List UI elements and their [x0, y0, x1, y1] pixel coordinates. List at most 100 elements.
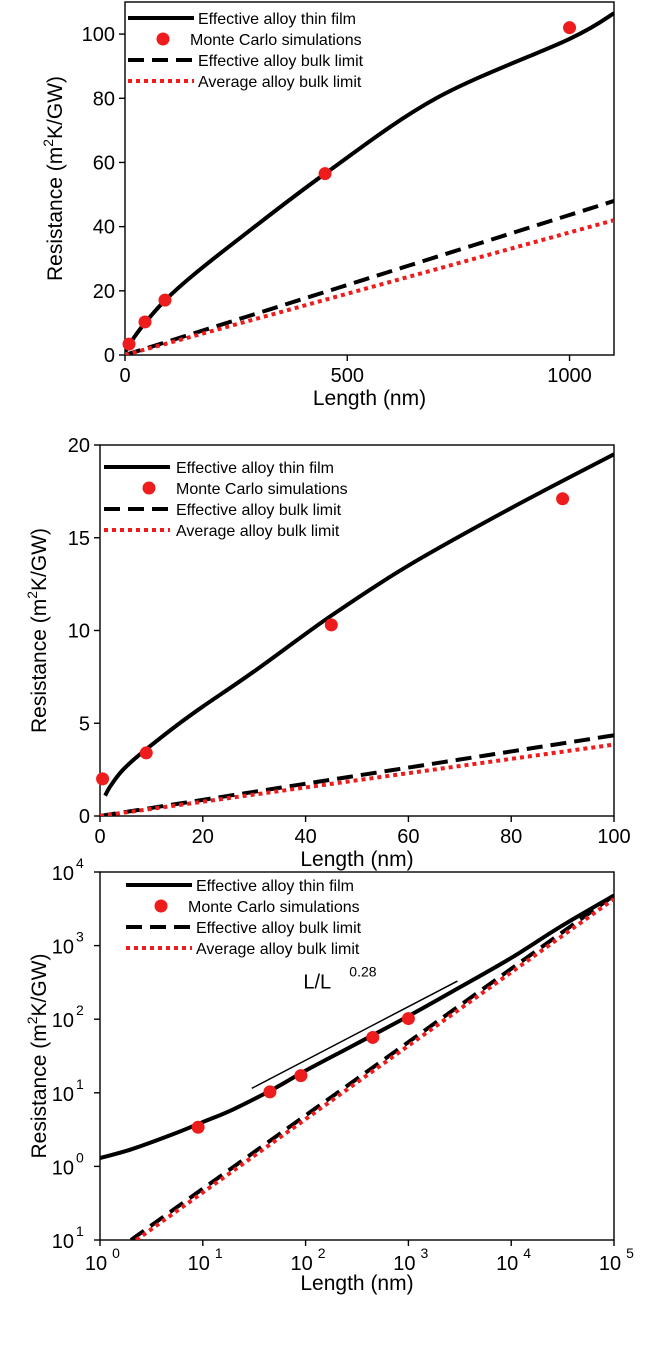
monte-carlo-point [366, 1030, 380, 1044]
legend-entry: Average alloy bulk limit [126, 941, 360, 958]
legend-marker [142, 481, 156, 495]
legend-label: Effective alloy thin film [176, 460, 334, 477]
x-tick-label: 0 [119, 365, 130, 387]
plot-frame [99, 871, 615, 1241]
x-tick-exponent: 2 [318, 1245, 326, 1261]
y-tick-label: 15 [68, 528, 90, 550]
legend-label: Average alloy bulk limit [176, 523, 340, 540]
x-tick-label: 100 [597, 826, 630, 848]
y-tick-label: 20 [68, 435, 90, 457]
monte-carlo-point [318, 167, 332, 181]
legend-label: Average alloy bulk limit [196, 941, 360, 958]
legend-entry: Effective alloy thin film [104, 460, 334, 477]
y-axis-title-main: Resistance (m [44, 147, 67, 281]
monte-carlo-point [191, 1120, 205, 1134]
legend-label: Effective alloy thin film [196, 878, 354, 895]
legend-label: Effective alloy bulk limit [176, 502, 342, 519]
y-tick-label: 80 [93, 88, 115, 110]
average-bulk-line [135, 897, 614, 1240]
x-tick-label: 10 [496, 1253, 518, 1275]
legend-label: Monte Carlo simulations [188, 899, 360, 916]
x-tick-label: 500 [331, 365, 364, 387]
plot-frame [99, 444, 615, 817]
monte-carlo-point [158, 293, 172, 307]
legend-label: Effective alloy bulk limit [198, 53, 364, 70]
monte-carlo-point [401, 1012, 415, 1026]
y-tick-label: 10 [52, 1010, 74, 1032]
y-tick-label: 60 [93, 152, 115, 174]
chart-panel-1: 0 500 1000 0 20 40 60 80 100 Length (nm) Resistanc… [40, 1, 615, 410]
x-tick-label: 0 [94, 826, 105, 848]
average-bulk-line [100, 742, 614, 816]
y-axis-title: Resistance (m2K/GW) [24, 528, 51, 733]
x-axis-title: Length (nm) [300, 1272, 413, 1295]
plot-area [100, 893, 614, 1240]
y-tick-label: 10 [52, 1231, 74, 1253]
x-tick-label: 80 [500, 826, 522, 848]
effective-bulk-line [125, 199, 614, 355]
thin-film-curve [103, 452, 614, 797]
x-tick-label: 10 [393, 1253, 415, 1275]
legend-entry: Effective alloy thin film [128, 11, 356, 28]
y-tick-label: 0 [104, 345, 115, 367]
legend-entry: Effective alloy bulk limit [126, 920, 362, 937]
x-tick-label: 10 [290, 1253, 312, 1275]
y-axis-title: Resistance (m2K/GW) [24, 954, 51, 1159]
x-tick-label: 10 [188, 1253, 210, 1275]
y-tick-exponent: 2 [76, 1002, 84, 1018]
y-axis-title-main: Resistance (m [28, 1024, 51, 1158]
y-tick-label: 10 [52, 1157, 74, 1179]
x-tick-label: 1000 [547, 365, 592, 387]
monte-carlo-point [138, 315, 152, 329]
x-tick-label: 10 [85, 1253, 107, 1275]
legend-entry: Monte Carlo simulations [156, 32, 362, 49]
y-tick-label: 100 [82, 24, 115, 46]
legend-entry: Average alloy bulk limit [128, 74, 362, 91]
y-tick-exponent: 1 [76, 1076, 84, 1092]
x-tick-exponent: 0 [112, 1245, 120, 1261]
y-tick-label: 10 [68, 621, 90, 643]
legend-label: Effective alloy thin film [198, 11, 356, 28]
x-tick-label: 60 [397, 826, 419, 848]
monte-carlo-point [263, 1085, 277, 1099]
x-tick-exponent: 4 [523, 1245, 531, 1261]
legend-label: Monte Carlo simulations [190, 32, 362, 49]
x-tick-label: 20 [192, 826, 214, 848]
y-axis-title: Resistance (m2K/GW) [40, 76, 67, 281]
legend-label: Average alloy bulk limit [198, 74, 362, 91]
y-tick-label: 10 [52, 1084, 74, 1106]
y-axis-title-superscript: 2 [40, 139, 56, 147]
thin-film-curve [100, 893, 614, 1160]
monte-carlo-point [563, 21, 577, 35]
x-tick-exponent: 5 [626, 1245, 634, 1261]
y-tick-exponent: 4 [76, 855, 84, 871]
legend-label: Monte Carlo simulations [176, 481, 348, 498]
monte-carlo-point [556, 492, 570, 506]
y-tick-label: 5 [79, 713, 90, 735]
plot-frame [124, 1, 615, 356]
y-axis-title-tail: K/GW) [44, 76, 67, 139]
legend-entry: Effective alloy bulk limit [104, 502, 342, 519]
y-axis-title-superscript: 2 [24, 1016, 40, 1024]
chart-panel-3: 10 0 10 1 10 2 10 3 10 4 10 510 110 010 110 210 310 4Leng… [24, 855, 634, 1295]
x-tick-exponent: 3 [421, 1245, 429, 1261]
legend-entry: Effective alloy bulk limit [128, 53, 364, 70]
x-axis-title: Length (nm) [300, 848, 413, 871]
y-axis-title-superscript: 2 [24, 591, 40, 599]
y-tick-exponent: 0 [76, 1149, 84, 1165]
x-tick-exponent: 1 [215, 1245, 223, 1261]
y-axis-title-tail: K/GW) [28, 528, 51, 591]
x-tick-label: 10 [599, 1253, 621, 1275]
effective-bulk-line [129, 893, 614, 1240]
y-tick-exponent: 1 [76, 1223, 84, 1239]
legend-label: Effective alloy bulk limit [196, 920, 362, 937]
legend-entry: Average alloy bulk limit [104, 523, 340, 540]
chart-panel-2: 0 20 40 60 80 100 0 5 10 15 20 Length (nm) Resistanc… [24, 435, 631, 871]
y-tick-label: 0 [79, 806, 90, 828]
monte-carlo-point [122, 337, 136, 351]
legend-marker [156, 32, 170, 46]
average-bulk-line [125, 218, 614, 355]
y-axis-title-tail: K/GW) [28, 954, 51, 1017]
slope-annotation: L/L [303, 972, 331, 994]
